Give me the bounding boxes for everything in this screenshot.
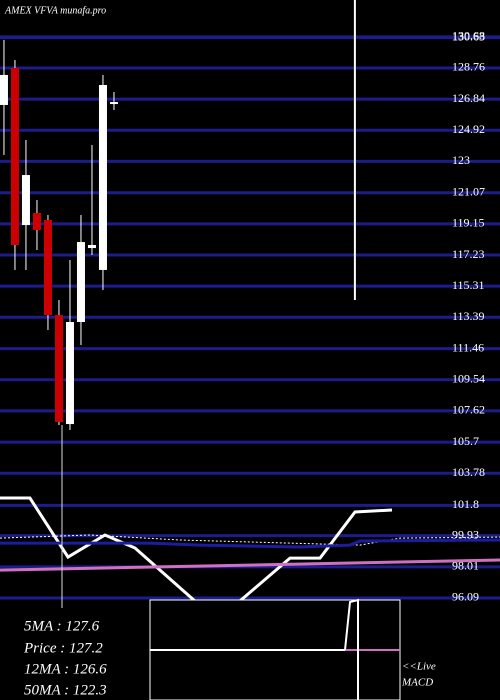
candle-body: [98, 85, 107, 270]
y-tick-label: 105.7: [452, 434, 479, 448]
indicator-line: [0, 496, 393, 603]
grid: [0, 0, 500, 600]
indicator-line: [0, 558, 500, 572]
candle-body: [76, 242, 85, 323]
y-tick-label: 130.63: [452, 29, 485, 43]
candle-body: [0, 74, 8, 105]
candle-body: [10, 67, 19, 245]
chart-title: AMEX VFVA munafa.pro: [4, 5, 106, 16]
macd-label: MACD: [401, 677, 433, 689]
y-tick-label: 113.39: [452, 309, 485, 323]
y-tick-label: 130.68: [452, 29, 485, 43]
info-line: Price : 127.2: [23, 640, 103, 656]
y-tick-label: 117.23: [452, 247, 485, 261]
y-tick-label: 121.07: [452, 184, 485, 198]
y-tick-label: 109.54: [452, 372, 485, 386]
info-line: 50MA : 122.3: [24, 682, 107, 698]
y-tick-label: 124.92: [452, 122, 485, 136]
y-tick-label: 101.8: [452, 497, 479, 511]
macd-label: <<Live: [402, 661, 436, 673]
y-tick-label: 128.76: [452, 60, 485, 74]
macd-spike: [344, 598, 359, 700]
y-tick-label: 96.09: [452, 590, 479, 604]
info-line: 12MA : 126.6: [24, 661, 107, 677]
candle-body: [54, 315, 63, 422]
candle-body: [65, 322, 74, 425]
candle-body: [109, 102, 118, 105]
y-tick-label: 103.78: [452, 465, 485, 479]
y-tick-label: 119.15: [452, 216, 485, 230]
y-tick-label: 107.62: [452, 403, 485, 417]
y-tick-label: 99.93: [452, 527, 479, 541]
candles: [0, 39, 118, 431]
indicators: [0, 496, 500, 603]
indicator-line: [0, 534, 500, 546]
candle-body: [43, 219, 52, 316]
y-tick-label: 98.01: [452, 559, 479, 573]
y-tick-label: 123: [452, 153, 470, 167]
y-tick-label: 115.31: [452, 278, 485, 292]
y-tick-label: 111.46: [452, 340, 484, 354]
info-line: 5MA : 127.6: [24, 618, 100, 634]
candle-body: [32, 213, 41, 231]
candle-body: [21, 175, 30, 226]
indicator-line: [0, 538, 500, 549]
candle-body: [87, 244, 96, 249]
y-tick-label: 126.84: [452, 91, 485, 105]
